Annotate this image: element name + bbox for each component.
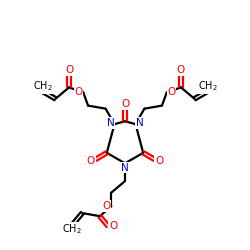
Text: O: O	[167, 87, 175, 97]
Text: O: O	[74, 87, 83, 97]
Text: CH$_2$: CH$_2$	[33, 79, 52, 93]
Text: N: N	[136, 118, 143, 128]
Text: O: O	[121, 99, 129, 109]
Text: N: N	[121, 162, 129, 172]
Text: O: O	[87, 156, 95, 166]
Text: CH$_2$: CH$_2$	[62, 222, 82, 236]
Text: O: O	[177, 65, 185, 75]
Text: CH$_2$: CH$_2$	[198, 79, 218, 93]
Text: O: O	[155, 156, 163, 166]
Text: O: O	[65, 65, 73, 75]
Text: O: O	[102, 201, 110, 211]
Text: N: N	[107, 118, 114, 128]
Text: O: O	[109, 222, 117, 232]
